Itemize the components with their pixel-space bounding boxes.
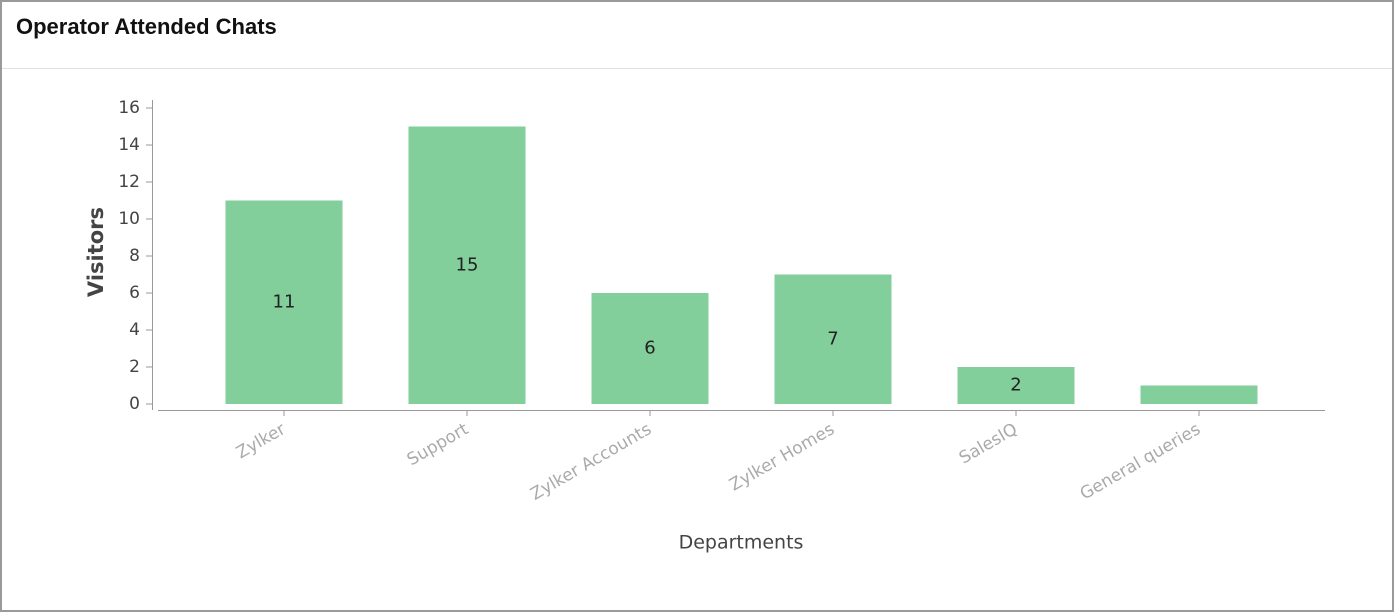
bar [774,274,892,404]
y-tick-label: 14 [118,135,140,155]
x-axis-title: Departments [679,532,804,554]
y-tick-label: 4 [129,320,140,340]
value-label: 11 [273,291,296,312]
bar [408,126,526,404]
chart-title: Operator Attended Chats [16,14,277,39]
y-tick-label: 2 [129,357,140,377]
value-label: 6 [644,338,655,359]
bar [591,293,709,404]
bar [225,200,343,404]
y-tick-label: 12 [118,172,140,192]
y-tick-label: 0 [129,394,140,414]
y-tick-label: 8 [129,246,140,266]
y-tick-label: 6 [129,283,140,303]
bar [1140,385,1258,404]
y-axis-title: Visitors [84,207,108,297]
value-label: 15 [456,254,479,275]
y-tick-label: 16 [118,98,140,118]
y-tick-label: 10 [118,209,140,229]
value-label: 7 [827,328,838,349]
value-label: 2 [1010,375,1021,396]
bar [957,367,1075,404]
